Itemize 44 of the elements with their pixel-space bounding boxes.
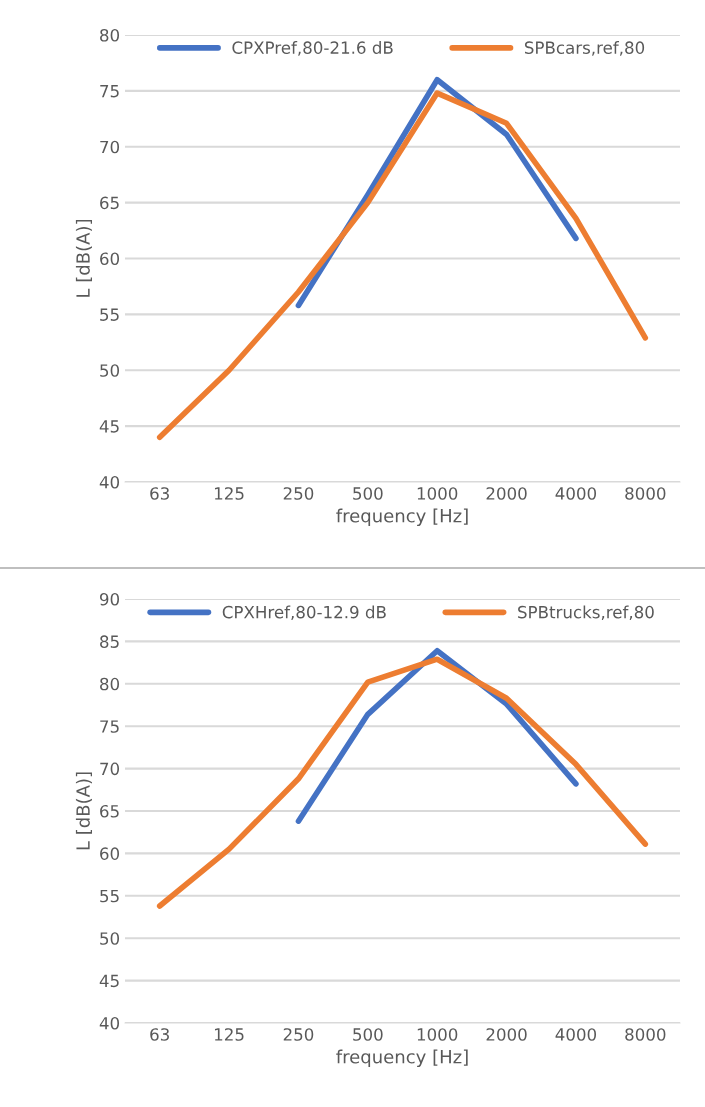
x-tick-label: 8000 [625,1028,666,1041]
x-tick-label: 250 [283,1028,314,1041]
x-tick-label: 2000 [486,1028,527,1041]
x-axis-title: frequency [Hz] [336,1049,468,1068]
legend-label: SPBtrucks,ref,80 [518,605,654,621]
legend-label: CPXHref,80-12.9 dB [222,605,386,621]
x-tick-label: 500 [353,1028,383,1041]
y-tick-label: 60 [100,847,120,860]
y-tick-label: 60 [100,252,120,266]
y-tick-label: 50 [100,364,120,377]
legend-label: CPXPref,80-21.6 dB [232,41,393,56]
x-tick-label: 250 [283,487,314,500]
y-tick-label: 75 [100,85,119,98]
y-tick-label: 40 [99,1016,120,1030]
y-tick-label: 55 [100,889,119,903]
x-tick-label: 63 [150,1028,169,1041]
y-axis-title: L [dB(A)] [75,219,92,297]
x-tick-label: 63 [150,487,169,500]
x-tick-label: 1000 [417,487,458,500]
y-tick-label: 80 [100,677,120,691]
y-axis-title: L [dB(A)] [75,772,92,850]
y-tick-label: 65 [100,804,119,818]
x-axis-title: frequency [Hz] [336,508,468,527]
y-tick-label: 90 [99,592,120,606]
x-tick-label: 125 [214,1028,244,1041]
x-tick-label: 1000 [417,1028,458,1041]
x-tick-label: 2000 [486,487,527,500]
legend-label: SPBcars,ref,80 [524,41,645,56]
y-tick-label: 40 [99,475,120,489]
y-tick-label: 45 [99,974,119,988]
y-tick-label: 85 [100,635,119,648]
x-tick-label: 125 [214,487,244,500]
y-tick-label: 80 [100,28,120,42]
x-tick-label: 500 [353,487,383,500]
x-tick-label: 4000 [555,1028,597,1041]
y-tick-label: 45 [99,420,119,433]
y-tick-label: 75 [100,720,119,733]
y-tick-label: 70 [100,140,120,154]
y-tick-label: 70 [100,762,120,776]
x-tick-label: 8000 [625,487,666,500]
y-tick-label: 55 [100,308,119,321]
x-tick-label: 4000 [555,487,597,500]
y-tick-label: 65 [100,196,119,210]
y-tick-label: 50 [100,932,120,945]
